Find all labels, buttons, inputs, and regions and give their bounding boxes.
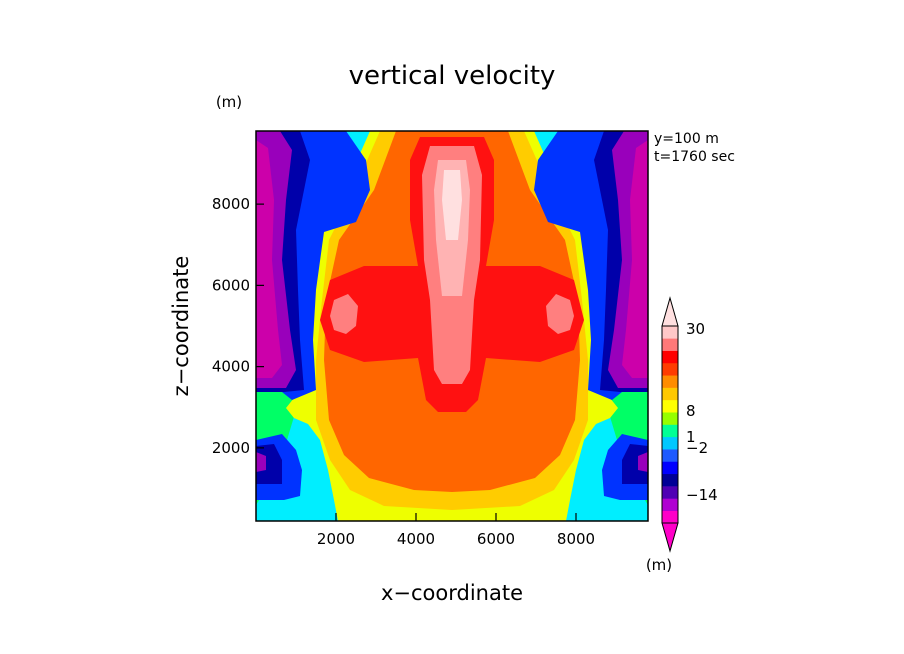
x-tick-label: 8000 [557, 530, 595, 548]
colorbar-swatch [662, 399, 678, 413]
colorbar-swatch [662, 412, 678, 425]
y-axis: 2000 4000 6000 8000 [212, 195, 264, 457]
colorbar-swatch [662, 424, 678, 438]
annotation-t: t=1760 sec [654, 149, 735, 165]
y-tick-label: 6000 [212, 276, 250, 294]
colorbar-label: 30 [686, 320, 705, 338]
plot-frame [255, 130, 649, 522]
colorbar-swatch [662, 498, 678, 511]
contour-band-magenta-right [622, 140, 648, 378]
y-axis-label: z−coordinate [169, 256, 193, 397]
colorbar-swatch [662, 375, 678, 388]
x-axis-label: x−coordinate [381, 581, 523, 605]
contour-plot [256, 131, 648, 521]
colorbar-swatch [662, 326, 678, 339]
annotation-y: y=100 m [654, 131, 719, 147]
y-unit-label: (m) [216, 93, 242, 111]
contour-band-navy-right-lower [622, 444, 648, 484]
colorbar-label: 1 [686, 428, 696, 446]
contour-band-salmon-left [330, 294, 358, 334]
colorbar-swatch [662, 486, 678, 499]
x-tick-label: 4000 [397, 530, 435, 548]
colorbar-swatch [662, 338, 678, 351]
colorbar-label: −2 [686, 439, 708, 457]
colorbar-unit-label: (m) [646, 556, 672, 574]
colorbar-swatch [662, 436, 678, 450]
contour-band-magenta-left [256, 140, 282, 378]
colorbar-swatch [662, 362, 678, 376]
contour-band-salmon-right [546, 294, 574, 334]
x-tick-label: 6000 [477, 530, 515, 548]
colorbar-label: 8 [686, 402, 696, 420]
y-tick-label: 2000 [212, 439, 250, 457]
colorbar-swatch [662, 510, 678, 524]
contour-band-lightpink [442, 170, 462, 240]
colorbar-swatch [662, 473, 678, 487]
x-tick-label: 2000 [317, 530, 355, 548]
colorbar-swatch [662, 350, 678, 364]
chart-title: vertical velocity [349, 61, 556, 91]
colorbar-frame [661, 325, 679, 524]
colorbar-swatch [662, 387, 678, 401]
colorbar-swatch [662, 461, 678, 475]
y-tick-label: 4000 [212, 358, 250, 376]
colorbar-bottom-arrow [661, 522, 679, 553]
colorbar-swatch [662, 449, 678, 462]
x-axis: 2000 4000 6000 8000 [317, 513, 595, 548]
contour-band-navy-left-lower [256, 444, 282, 484]
contour-band-purple-right-lower [638, 452, 648, 472]
colorbar-label: −14 [686, 486, 718, 504]
colorbar-top-arrow [661, 296, 679, 327]
y-tick-label: 8000 [212, 195, 250, 213]
contour-band-purple-left-lower [256, 452, 266, 472]
colorbar: 30 8 1−2 −14 [661, 296, 718, 553]
